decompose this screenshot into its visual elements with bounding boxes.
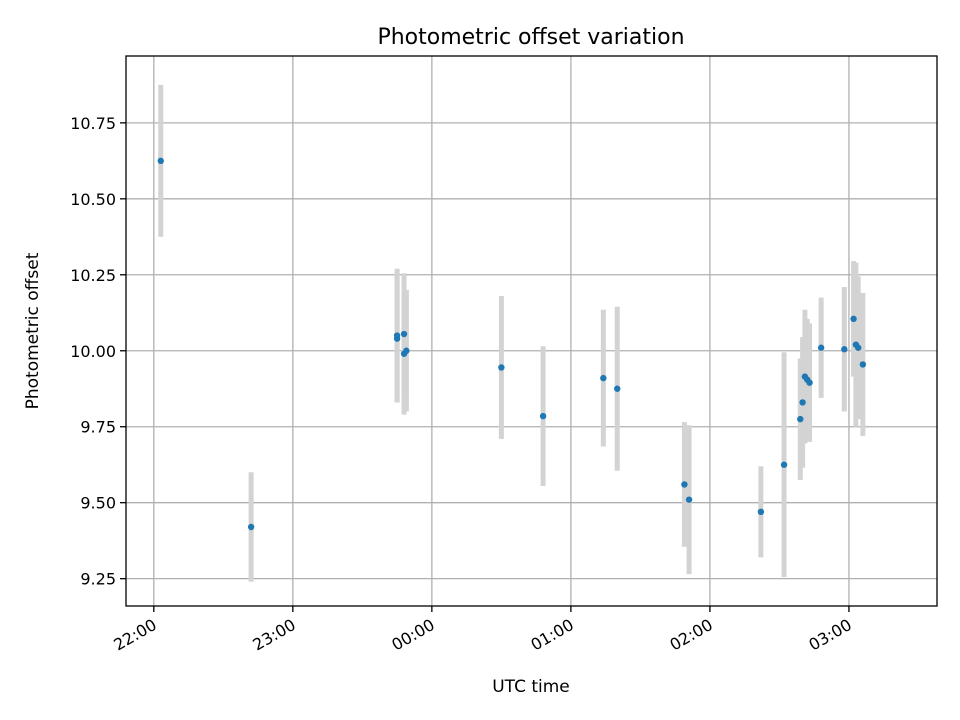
chart-title: Photometric offset variation [377, 25, 684, 50]
x-tick-label: 22:00 [110, 615, 159, 655]
data-point [799, 399, 806, 406]
y-tick-label: 10.50 [70, 190, 116, 209]
y-axis-ticks: 9.25 9.50 9.75 10.00 10.25 10.50 10.75 [70, 114, 126, 589]
data-point [681, 481, 688, 488]
data-point [685, 496, 693, 503]
x-tick-label: 01:00 [527, 615, 576, 655]
data-point [850, 315, 857, 323]
data-point [403, 347, 410, 354]
data-point [797, 415, 804, 423]
x-axis-label: UTC time [492, 677, 570, 697]
data-points [157, 157, 867, 531]
data-point [757, 508, 765, 516]
x-tick-label: 00:00 [388, 615, 437, 655]
data-point [806, 379, 813, 386]
data-point [841, 346, 848, 353]
x-tick-label: 03:00 [806, 615, 855, 655]
y-axis-label: Photometric offset [23, 252, 43, 409]
y-tick-label: 10.25 [70, 266, 116, 285]
y-tick-label: 10.75 [70, 114, 116, 133]
grid-lines [126, 56, 937, 606]
data-point [157, 157, 164, 165]
data-point [859, 361, 867, 368]
y-tick-label: 9.75 [80, 418, 116, 437]
y-tick-label: 9.25 [80, 570, 116, 589]
error-bars [158, 84, 866, 582]
data-point [855, 344, 862, 351]
plot-frame [125, 55, 938, 607]
data-point [498, 364, 505, 371]
y-tick-label: 9.50 [80, 494, 116, 513]
data-point [817, 344, 825, 351]
x-axis-ticks: 22:00 23:00 00:00 01:00 02:00 03:00 [110, 606, 855, 655]
data-point [539, 412, 547, 420]
data-point [614, 385, 621, 392]
data-point [600, 374, 607, 382]
data-point [400, 330, 408, 338]
data-point [393, 332, 401, 339]
x-tick-label: 02:00 [666, 615, 715, 655]
data-point [780, 461, 788, 468]
y-tick-label: 10.00 [70, 342, 116, 361]
x-tick-label: 23:00 [249, 615, 298, 655]
data-point [247, 523, 255, 531]
